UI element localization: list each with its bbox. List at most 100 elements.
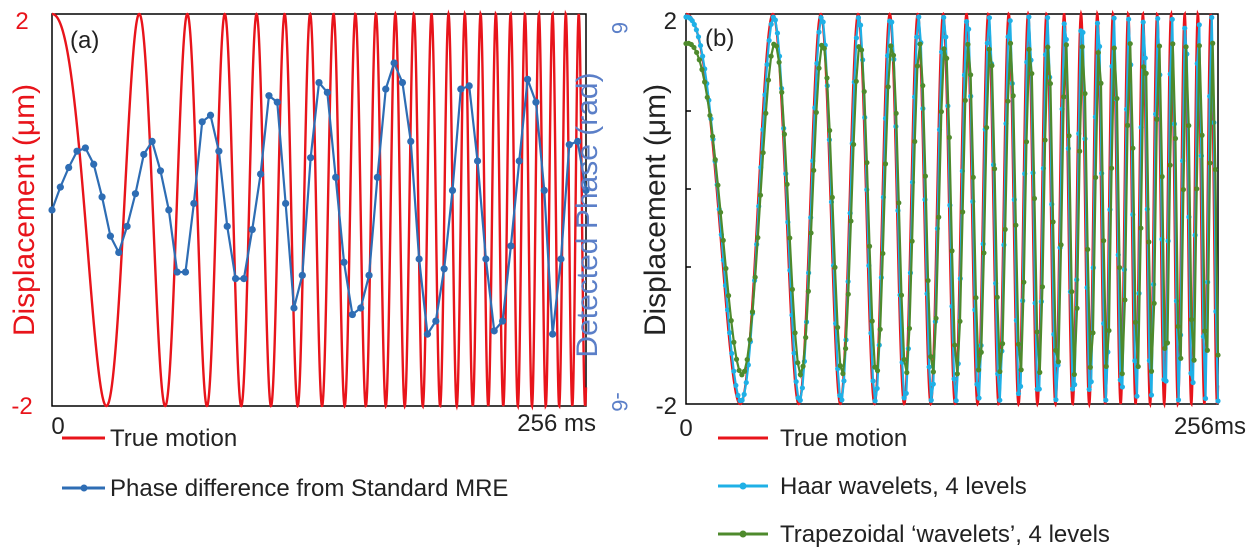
point-trapezoid bbox=[800, 363, 806, 369]
point-haar bbox=[889, 19, 895, 25]
point-phase bbox=[490, 327, 498, 335]
point-trapezoid bbox=[1074, 305, 1080, 311]
point-trapezoid bbox=[941, 46, 947, 52]
point-trapezoid bbox=[949, 248, 955, 254]
point-trapezoid bbox=[1178, 355, 1184, 361]
point-phase bbox=[507, 242, 515, 250]
point-haar bbox=[1053, 397, 1059, 403]
point-phase bbox=[465, 82, 473, 90]
point-haar bbox=[791, 350, 797, 356]
point-trapezoid bbox=[784, 181, 790, 187]
point-haar bbox=[916, 14, 922, 20]
point-trapezoid bbox=[976, 367, 982, 373]
point-trapezoid bbox=[1199, 132, 1205, 138]
point-trapezoid bbox=[1143, 70, 1149, 76]
point-trapezoid bbox=[789, 286, 796, 293]
point-phase bbox=[106, 232, 115, 240]
point-phase bbox=[574, 137, 582, 145]
point-trapezoid bbox=[845, 291, 851, 297]
point-trapezoid bbox=[1079, 44, 1085, 50]
point-haar bbox=[739, 397, 745, 403]
point-trapezoid bbox=[914, 63, 921, 69]
point-trapezoid bbox=[952, 342, 958, 348]
point-trapezoid bbox=[1138, 225, 1144, 231]
point-trapezoid bbox=[1207, 160, 1213, 166]
point-trapezoid bbox=[1194, 186, 1200, 192]
point-phase bbox=[282, 199, 290, 208]
point-trapezoid bbox=[1061, 94, 1067, 100]
point-haar bbox=[1044, 15, 1051, 21]
point-haar bbox=[1134, 393, 1140, 399]
point-haar bbox=[926, 364, 932, 370]
point-trapezoid bbox=[712, 157, 718, 163]
point-trapezoid bbox=[1098, 80, 1104, 86]
point-haar bbox=[1080, 29, 1086, 36]
point-haar bbox=[729, 350, 735, 357]
point-trapezoid bbox=[853, 78, 859, 84]
point-phase bbox=[473, 157, 482, 165]
point-phase bbox=[498, 317, 507, 325]
point-trapezoid bbox=[741, 368, 748, 374]
point-trapezoid bbox=[850, 141, 857, 148]
point-haar bbox=[1175, 397, 1182, 403]
point-trapezoid bbox=[1127, 41, 1133, 47]
point-phase bbox=[482, 255, 490, 263]
point-haar bbox=[799, 385, 805, 391]
point-trapezoid bbox=[1082, 90, 1088, 97]
point-trapezoid bbox=[1071, 371, 1077, 378]
point-trapezoid bbox=[805, 288, 811, 294]
point-trapezoid bbox=[898, 292, 905, 298]
point-trapezoid bbox=[728, 318, 734, 324]
point-trapezoid bbox=[1132, 319, 1139, 325]
point-trapezoid bbox=[1140, 64, 1147, 70]
point-haar bbox=[689, 18, 695, 24]
point-haar bbox=[1188, 370, 1194, 376]
point-haar bbox=[855, 15, 862, 21]
point-trapezoid bbox=[888, 43, 894, 49]
point-trapezoid bbox=[986, 46, 992, 52]
y-tick-left-bottom: -2 bbox=[11, 393, 32, 420]
point-trapezoid bbox=[710, 133, 716, 139]
point-trapezoid bbox=[869, 318, 875, 324]
point-trapezoid bbox=[816, 65, 822, 71]
point-trapezoid bbox=[702, 79, 708, 85]
point-haar bbox=[764, 61, 770, 68]
point-haar bbox=[953, 397, 959, 404]
point-trapezoid bbox=[890, 52, 897, 58]
point-phase bbox=[256, 170, 265, 178]
panel-b-curves bbox=[683, 9, 1221, 409]
point-trapezoid bbox=[930, 369, 936, 375]
legend-label-haar: Haar wavelets, 4 levels bbox=[780, 473, 1027, 500]
point-phase bbox=[131, 190, 140, 198]
y-axis-label-right: Detected Phase (rad) bbox=[571, 72, 604, 357]
point-haar bbox=[853, 35, 860, 41]
point-trapezoid bbox=[991, 166, 998, 172]
point-phase bbox=[73, 147, 81, 155]
point-trapezoid bbox=[922, 173, 929, 179]
point-phase bbox=[523, 75, 532, 83]
point-haar bbox=[693, 27, 699, 33]
point-haar bbox=[1036, 386, 1042, 392]
point-trapezoid bbox=[768, 53, 774, 59]
point-haar bbox=[976, 395, 982, 401]
point-trapezoid bbox=[962, 97, 968, 103]
point-phase bbox=[398, 79, 407, 87]
point-haar bbox=[1111, 15, 1117, 21]
point-haar bbox=[735, 392, 741, 398]
point-trapezoid bbox=[723, 265, 729, 272]
point-phase bbox=[81, 144, 89, 152]
point-trapezoid bbox=[1204, 347, 1210, 353]
panel-a-label: (a) bbox=[70, 27, 99, 54]
point-haar bbox=[839, 397, 845, 403]
point-trapezoid bbox=[866, 243, 873, 249]
point-haar bbox=[1086, 386, 1092, 393]
point-trapezoid bbox=[1124, 122, 1131, 128]
point-haar bbox=[1190, 379, 1196, 386]
point-trapezoid bbox=[1202, 328, 1208, 334]
point-phase bbox=[198, 118, 206, 126]
point-trapezoid bbox=[755, 235, 761, 241]
point-phase bbox=[565, 141, 573, 149]
point-haar bbox=[914, 34, 920, 40]
point-trapezoid bbox=[1039, 284, 1046, 290]
y-tick-bottom-b: -2 bbox=[656, 393, 677, 420]
